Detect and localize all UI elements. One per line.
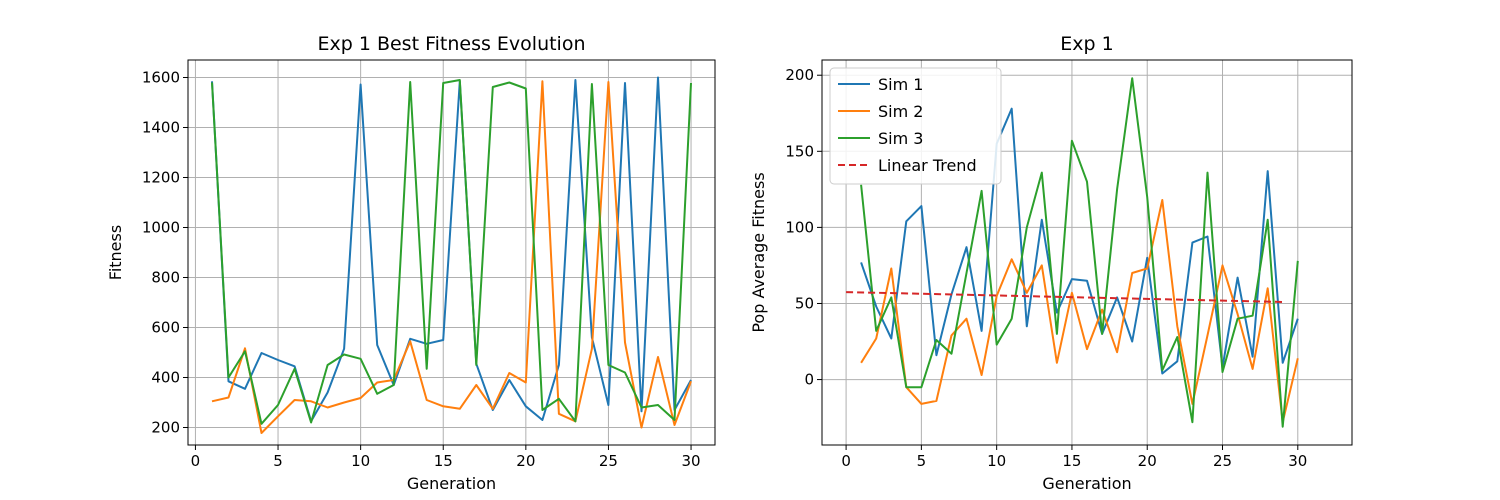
y-tick-label: 50	[795, 294, 814, 312]
legend-box	[829, 67, 1002, 185]
y-axis-label: Pop Average Fitness	[749, 172, 768, 332]
x-tick-label: 0	[841, 452, 851, 470]
x-tick-label: 25	[599, 452, 618, 470]
series-group	[211, 76, 692, 434]
y-tick-label: 150	[785, 142, 814, 160]
legend: Sim 1 Sim 2 Sim 3 Linear Trend	[829, 67, 1002, 185]
x-tick-label: 25	[1213, 452, 1232, 470]
x-axis-label: Generation	[1042, 474, 1131, 493]
y-tick-label: 400	[151, 369, 180, 387]
y-tick-label: 200	[785, 66, 814, 84]
y-tick-label: 1200	[142, 169, 180, 187]
chart-title: Exp 1 Best Fitness Evolution	[317, 33, 585, 55]
y-tick-label: 100	[785, 218, 814, 236]
series-2-line	[211, 80, 692, 434]
y-tick-label: 200	[151, 419, 180, 437]
sim-1-line	[860, 107, 1299, 375]
y-tick-label: 800	[151, 269, 180, 287]
x-axis-label: Generation	[407, 474, 496, 493]
legend-label: Linear Trend	[878, 156, 977, 175]
x-tick-label: 20	[1138, 452, 1157, 470]
y-axis-label: Fitness	[106, 225, 125, 280]
x-tick-label: 15	[1062, 452, 1081, 470]
pop-average-chart: 0 5 10 15 20 25 30 0 50 100 150 200 Exp 1 Generation P…	[749, 33, 1353, 493]
y-tick-label: 600	[151, 319, 180, 337]
legend-label: Sim 1	[878, 75, 923, 94]
y-tick-label: 0	[804, 371, 814, 389]
series-3-line	[211, 79, 692, 425]
x-tick-label: 15	[434, 452, 453, 470]
x-tick-label: 5	[273, 452, 283, 470]
y-tick-label: 1600	[142, 69, 180, 87]
x-tick-label: 10	[987, 452, 1006, 470]
y-tick-label: 1400	[142, 119, 180, 137]
axes-frame	[187, 59, 716, 446]
x-tick-label: 20	[516, 452, 535, 470]
x-tick-label: 30	[1288, 452, 1307, 470]
series-1-line	[211, 76, 692, 423]
legend-label: Sim 3	[878, 129, 923, 148]
x-tick-label: 30	[681, 452, 700, 470]
linear-trend-line	[846, 291, 1283, 303]
x-tick-label: 10	[351, 452, 370, 470]
best-fitness-chart: 0 5 10 15 20 25 30 200 400 600 800 1000 1200 1400 1600…	[106, 33, 716, 493]
x-tick-label: 0	[191, 452, 201, 470]
series-group	[846, 77, 1299, 428]
legend-label: Sim 2	[878, 102, 923, 121]
y-tick-label: 1000	[142, 219, 180, 237]
chart-title: Exp 1	[1060, 33, 1113, 55]
sim-2-line	[860, 199, 1299, 424]
x-tick-label: 5	[917, 452, 927, 470]
axes-frame	[821, 59, 1353, 446]
sim-3-line	[860, 77, 1299, 428]
